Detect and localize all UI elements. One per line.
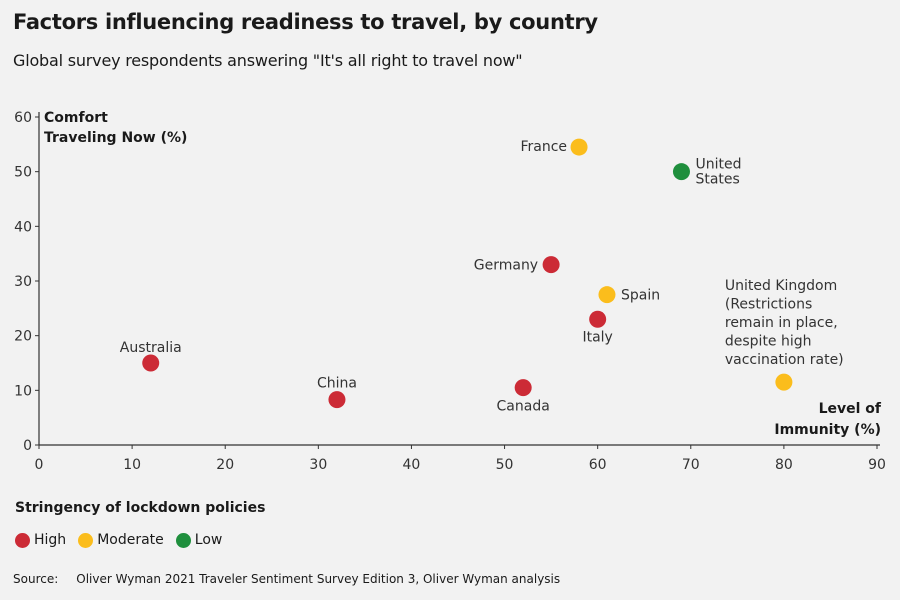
legend-label-low: Low: [194, 532, 223, 548]
legend-item-high: High: [15, 532, 66, 548]
data-point: [775, 373, 793, 391]
data-point: [672, 163, 690, 181]
y-tick-label: 40: [14, 219, 32, 235]
x-tick-label: 80: [775, 457, 793, 473]
y-axis-title: Traveling Now (%): [44, 130, 187, 146]
chart-title: Factors influencing readiness to travel,…: [13, 10, 598, 34]
y-tick-label: 30: [14, 274, 32, 290]
x-tick-label: 50: [496, 457, 514, 473]
point-label: France: [520, 139, 567, 155]
x-tick-label: 70: [682, 457, 700, 473]
x-tick-label: 10: [123, 457, 141, 473]
x-axis-title: Level of: [819, 401, 882, 417]
legend-item-low: Low: [175, 532, 223, 548]
x-tick-label: 0: [35, 457, 44, 473]
scatter-chart: 0 10 20 30 40 50 60 70 80 90 0 10 20 30 40 50 60 Comfort T…: [14, 110, 886, 473]
point-label: Canada: [497, 399, 550, 415]
source-label: Source:: [13, 572, 59, 586]
x-tick-label: 90: [868, 457, 886, 473]
legend-item-moderate: Moderate: [78, 532, 164, 548]
point-label: (Restrictions: [725, 297, 812, 313]
y-tick-label: 20: [14, 329, 32, 345]
data-point: [570, 138, 588, 156]
y-tick-label: 10: [14, 383, 32, 399]
data-point: [589, 310, 607, 328]
source-note: Source: Oliver Wyman 2021 Traveler Sentim…: [13, 572, 560, 586]
legend-label-moderate: Moderate: [97, 532, 164, 548]
y-tick-label: 60: [14, 110, 32, 126]
legend-title: Stringency of lockdown policies: [15, 500, 266, 516]
point-label: States: [695, 172, 739, 188]
x-axis-title: Immunity (%): [774, 422, 881, 438]
x-tick-label: 60: [589, 457, 607, 473]
chart-subtitle: Global survey respondents answering "It'…: [13, 51, 523, 70]
data-point: [142, 354, 160, 372]
x-tick-label: 40: [403, 457, 421, 473]
point-label: Spain: [621, 288, 660, 304]
point-label: United Kingdom: [725, 278, 837, 294]
data-point: [328, 391, 346, 409]
y-tick-label: 0: [23, 438, 32, 454]
data-point: [514, 379, 532, 397]
point-label: Italy: [582, 329, 612, 345]
point-label: vaccination rate): [725, 352, 844, 368]
legend-swatch-moderate: [78, 532, 94, 548]
point-label: Germany: [474, 258, 538, 274]
legend-swatch-low: [175, 532, 191, 548]
x-tick-label: 20: [216, 457, 234, 473]
data-point: [542, 256, 560, 274]
point-label: remain in place,: [725, 315, 838, 331]
y-axis-title: Comfort: [44, 110, 108, 126]
x-tick-label: 30: [309, 457, 327, 473]
point-label: Australia: [120, 340, 182, 356]
point-label: China: [317, 376, 357, 392]
y-tick-label: 50: [14, 165, 32, 181]
legend-label-high: High: [34, 532, 67, 548]
legend: High Moderate Low: [15, 532, 234, 548]
point-label: United: [695, 157, 741, 173]
point-label: despite high: [725, 334, 812, 350]
data-point: [598, 286, 616, 304]
source-text: Oliver Wyman 2021 Traveler Sentiment Sur…: [76, 572, 561, 586]
legend-swatch-high: [15, 532, 30, 548]
